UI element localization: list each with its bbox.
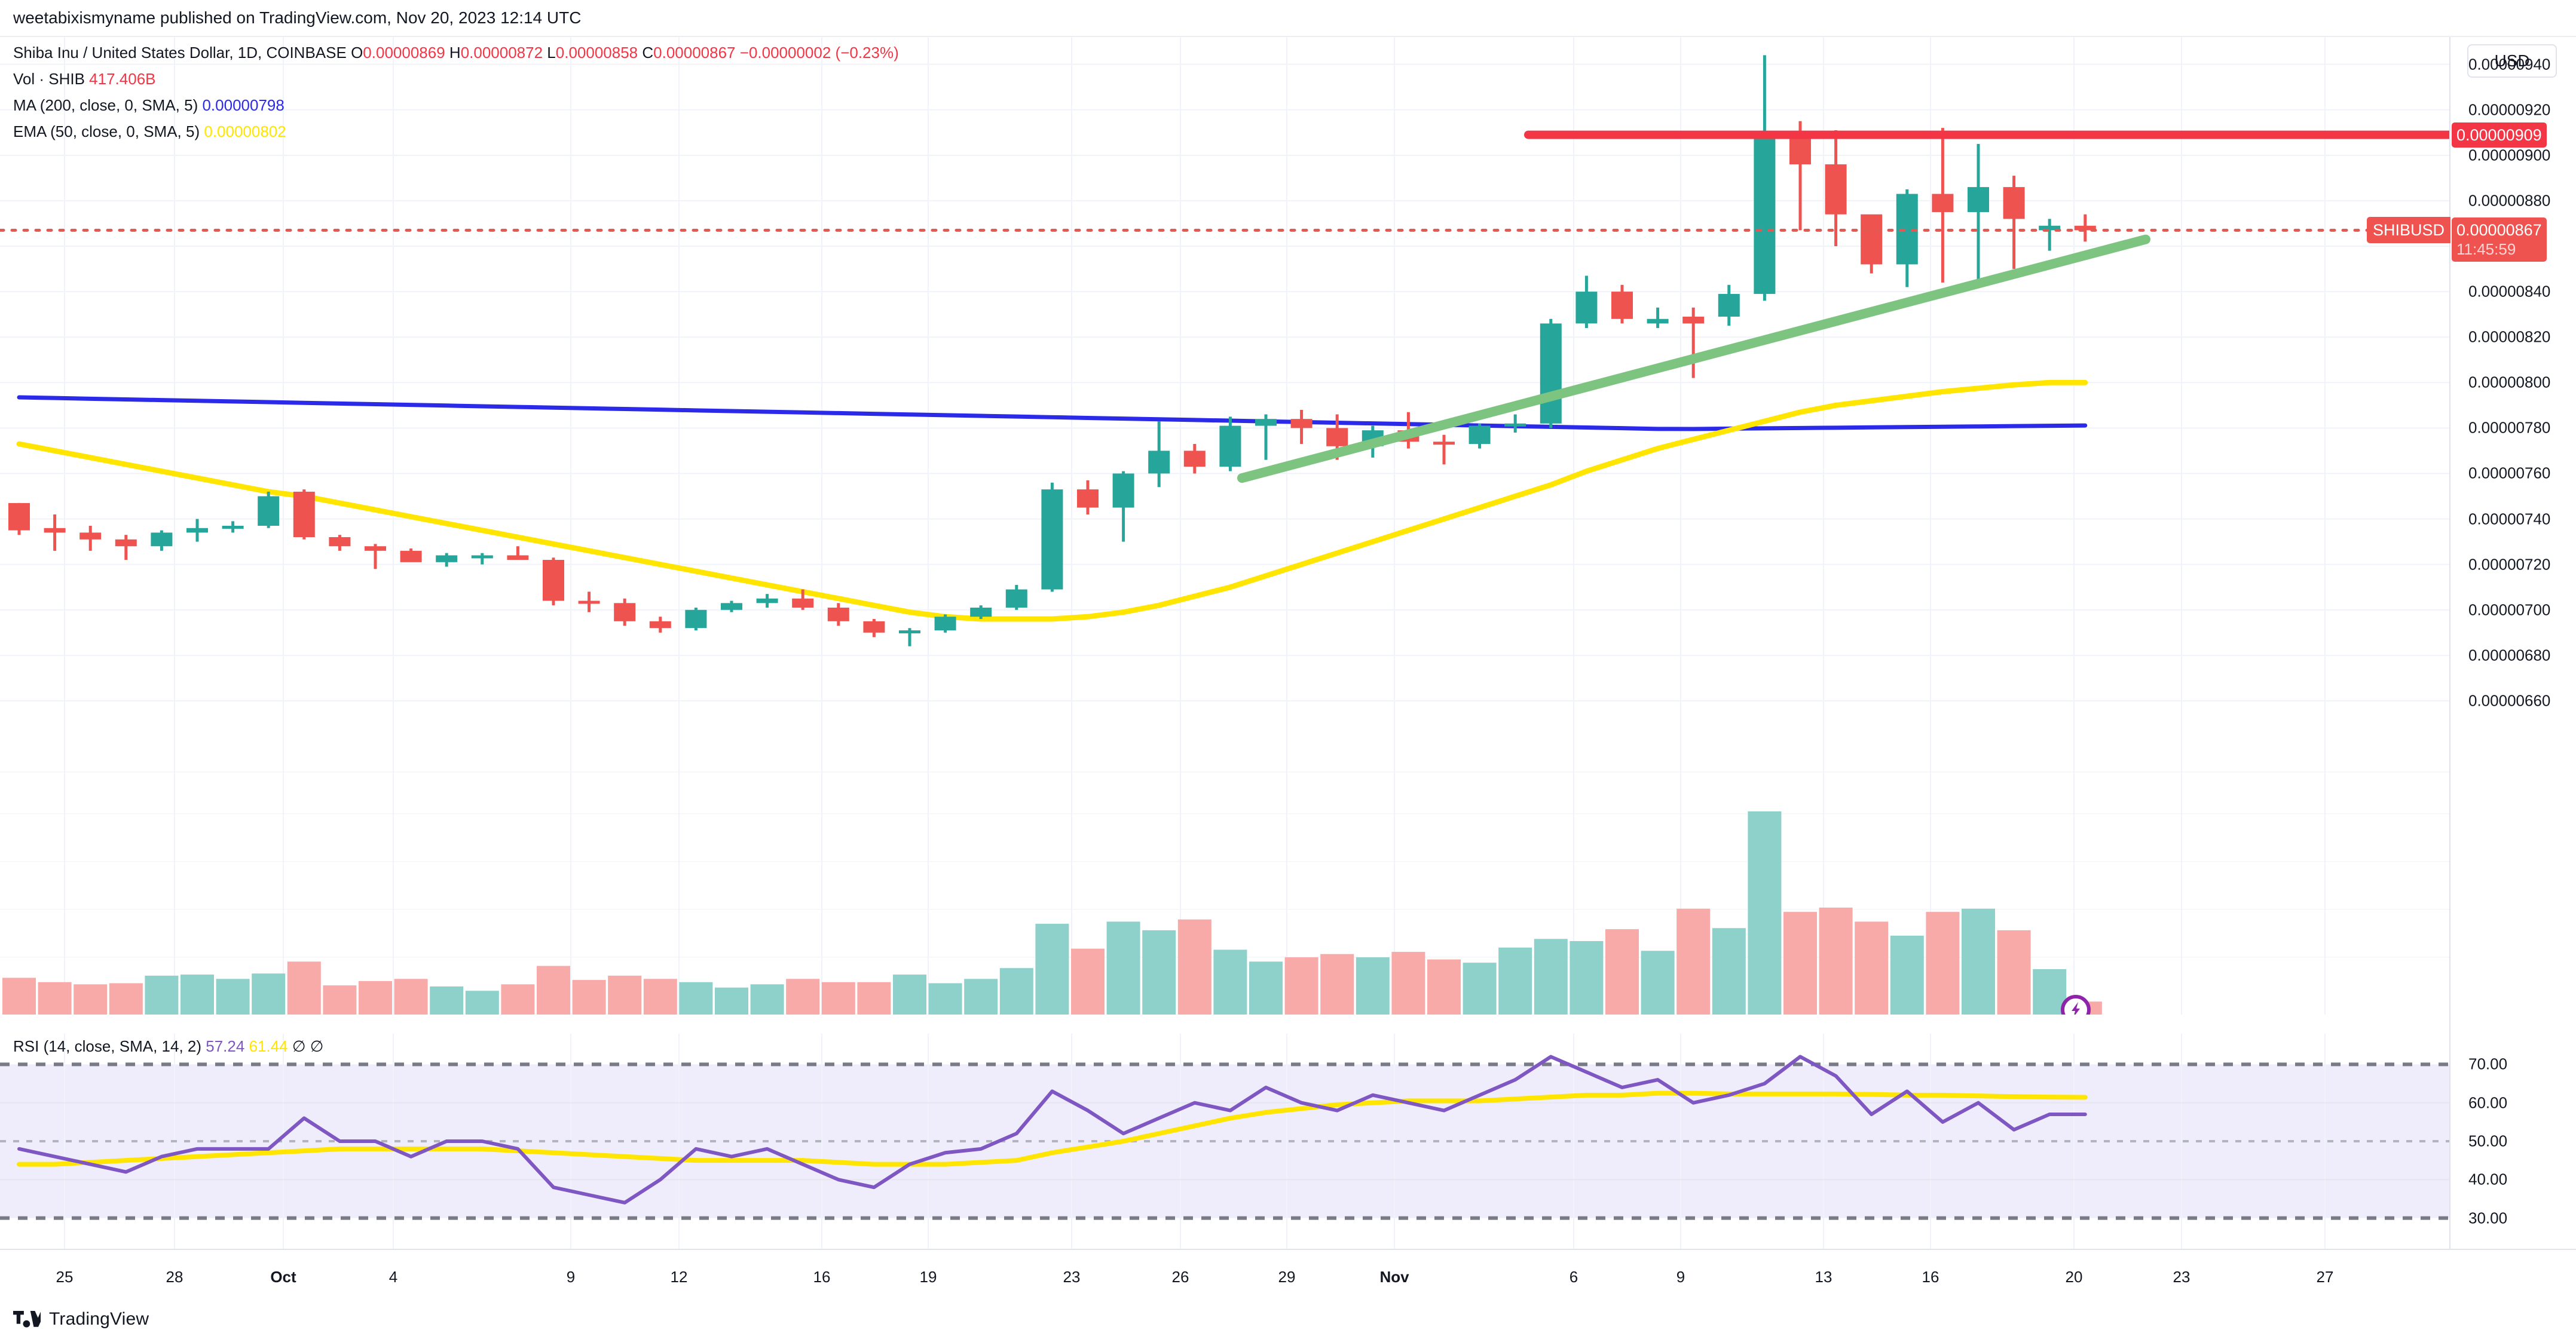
price-chart-svg — [0, 37, 2449, 1015]
time-axis-tick: 25 — [56, 1268, 74, 1286]
legend-symbol: Shiba Inu / United States Dollar, 1D, CO… — [13, 44, 347, 62]
time-axis-tick: Nov — [1379, 1268, 1409, 1286]
legend-volume-value: 417.406B — [89, 70, 156, 88]
footer: TradingView — [0, 1303, 2576, 1336]
time-axis-tick: Oct — [270, 1268, 296, 1286]
last-price-countdown: 11:45:59 — [2456, 240, 2516, 259]
price-axis-tick: 0.00000760 — [2468, 464, 2551, 482]
last-price-tag[interactable]: 0.00000867 11:45:59 — [2452, 217, 2547, 262]
time-axis-tick: 12 — [670, 1268, 688, 1286]
rsi-pane[interactable] — [0, 1034, 2449, 1249]
price-axis-tick: 0.00000920 — [2468, 100, 2551, 119]
rsi-legend-value: 57.24 — [206, 1037, 245, 1055]
time-axis-tick: 16 — [1922, 1268, 1939, 1286]
legend-ema-value: 0.00000802 — [204, 122, 286, 140]
price-axis-tick: 0.00000740 — [2468, 510, 2551, 528]
legend-change: −0.00000002 (−0.23%) — [739, 44, 899, 62]
rsi-legend-extra-1: ∅ — [292, 1037, 306, 1055]
tradingview-logo-icon — [13, 1310, 41, 1328]
price-axis-tick: 0.00000800 — [2468, 373, 2551, 391]
price-axis-tick: 0.00000700 — [2468, 600, 2551, 619]
price-axis-tick: 0.00000680 — [2468, 646, 2551, 664]
time-axis-tick: 9 — [566, 1268, 576, 1286]
rsi-axis-tick: 70.00 — [2468, 1055, 2508, 1073]
price-axis-tick: 0.00000840 — [2468, 282, 2551, 301]
time-axis-tick: 13 — [1815, 1268, 1832, 1286]
lightning-bolt-icon[interactable] — [2061, 995, 2091, 1015]
price-axis[interactable]: USD 0.00000940 0.00000920 0.00000900 0.0000… — [2449, 37, 2576, 1249]
time-axis-tick: 23 — [1063, 1268, 1081, 1286]
legend-volume-row[interactable]: Vol · SHIB 417.406B — [13, 66, 899, 92]
resistance-price-tag[interactable]: 0.00000909 — [2452, 122, 2547, 148]
legend-h-key: H — [449, 44, 461, 62]
time-axis-tick: 27 — [2316, 1268, 2334, 1286]
price-axis-tick: 0.00000940 — [2468, 55, 2551, 73]
price-legend: Shiba Inu / United States Dollar, 1D, CO… — [13, 39, 899, 145]
legend-c-value: 0.00000867 — [653, 44, 736, 62]
legend-ma-value: 0.00000798 — [202, 96, 284, 114]
time-axis-tick: 26 — [1171, 1268, 1189, 1286]
price-axis-tick: 0.00000900 — [2468, 146, 2551, 164]
price-chart-pane[interactable] — [0, 37, 2449, 1015]
rsi-legend[interactable]: RSI (14, close, SMA, 14, 2) 57.24 61.44 … — [13, 1036, 323, 1056]
last-price-value: 0.00000867 — [2456, 221, 2542, 240]
tradingview-logo[interactable]: TradingView — [13, 1309, 149, 1329]
legend-l-key: L — [547, 44, 556, 62]
time-axis[interactable]: 25 28 Oct 4 9 12 16 19 23 26 29 Nov 6 9 13 16 20 23 27 — [0, 1249, 2576, 1304]
attribution-text: weetabixismyname published on TradingVie… — [13, 8, 582, 27]
rsi-axis-tick: 40.00 — [2468, 1170, 2508, 1188]
legend-ma-title: MA (200, close, 0, SMA, 5) — [13, 96, 198, 114]
time-axis-tick: 20 — [2065, 1268, 2083, 1286]
rsi-legend-extra-2: ∅ — [310, 1037, 324, 1055]
price-axis-tick: 0.00000880 — [2468, 191, 2551, 210]
rsi-chart-svg — [0, 1034, 2449, 1249]
price-axis-tick: 0.00000820 — [2468, 327, 2551, 346]
time-axis-tick: 6 — [1569, 1268, 1578, 1286]
legend-o-key: O — [351, 44, 363, 62]
tradingview-logo-text: TradingView — [49, 1309, 149, 1329]
price-axis-tick: 0.00000780 — [2468, 418, 2551, 437]
rsi-legend-ma-value: 61.44 — [249, 1037, 288, 1055]
currency-button[interactable]: USD — [2467, 44, 2557, 78]
legend-l-value: 0.00000858 — [555, 44, 638, 62]
rsi-axis-tick: 60.00 — [2468, 1093, 2508, 1112]
legend-ma-row[interactable]: MA (200, close, 0, SMA, 5) 0.00000798 — [13, 92, 899, 118]
rsi-legend-title: RSI (14, close, SMA, 14, 2) — [13, 1037, 202, 1055]
legend-symbol-row[interactable]: Shiba Inu / United States Dollar, 1D, CO… — [13, 39, 899, 66]
rsi-axis-tick: 50.00 — [2468, 1132, 2508, 1150]
symbol-price-tag[interactable]: SHIBUSD — [2367, 217, 2451, 244]
time-axis-tick: 4 — [388, 1268, 398, 1286]
time-axis-tick: 23 — [2173, 1268, 2190, 1286]
legend-ema-row[interactable]: EMA (50, close, 0, SMA, 5) 0.00000802 — [13, 118, 899, 145]
legend-ema-title: EMA (50, close, 0, SMA, 5) — [13, 122, 200, 140]
time-axis-tick: 29 — [1278, 1268, 1296, 1286]
price-axis-tick: 0.00000720 — [2468, 555, 2551, 574]
legend-o-value: 0.00000869 — [363, 44, 445, 62]
legend-volume-title: Vol · SHIB — [13, 70, 85, 88]
legend-h-value: 0.00000872 — [460, 44, 543, 62]
time-axis-tick: 9 — [1676, 1268, 1685, 1286]
price-axis-tick: 0.00000660 — [2468, 691, 2551, 710]
attribution-bar: weetabixismyname published on TradingVie… — [0, 0, 2576, 37]
time-axis-tick: 16 — [813, 1268, 831, 1286]
time-axis-tick: 28 — [166, 1268, 183, 1286]
legend-c-key: C — [642, 44, 654, 62]
time-axis-tick: 19 — [919, 1268, 937, 1286]
rsi-axis-tick: 30.00 — [2468, 1209, 2508, 1227]
